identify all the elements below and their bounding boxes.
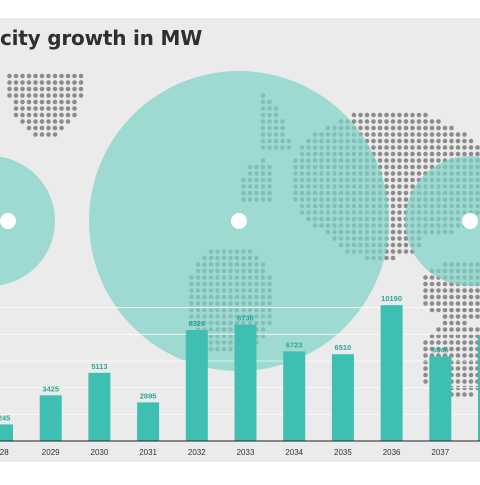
x-tick-label: 2035 [334,448,352,457]
map-marker [231,213,247,229]
bar [283,351,306,441]
bar [234,324,257,441]
bar-value-label: 8326 [188,319,205,328]
bar [185,329,208,441]
chart-title: city growth in MW [0,26,203,50]
x-tick-label: 2034 [285,448,303,457]
bar-value-label: 3425 [42,384,59,393]
bar [380,305,403,441]
bar-value-label: 8730 [237,314,254,323]
bar-value-label: 10190 [381,294,402,303]
bar-value-label: 6510 [335,343,352,352]
x-tick-label: 2037 [431,448,449,457]
map-marker [462,213,478,229]
bar-value-label: 5113 [91,362,107,371]
bar-value-label: 6345 [432,345,449,354]
bar [0,424,13,441]
map-circle [405,156,480,286]
bar-value-label: 1245 [0,413,10,422]
x-tick-label: 2031 [139,448,157,457]
bar [39,395,62,441]
map-marker [0,213,16,229]
bar [137,402,160,441]
map-circle [0,156,55,286]
x-tick-label: 2030 [91,448,109,457]
bar [429,356,452,441]
x-tick-label: 2029 [42,448,60,457]
bar [88,372,111,441]
x-tick-label: 2032 [188,448,206,457]
x-tick-label: 2033 [237,448,255,457]
bar [331,354,354,441]
bar [478,335,480,441]
x-tick-label: 028 [0,448,9,457]
bar-value-label: 6723 [286,340,303,349]
x-tick-label: 2036 [383,448,401,457]
bar-value-label: 2895 [140,391,157,400]
